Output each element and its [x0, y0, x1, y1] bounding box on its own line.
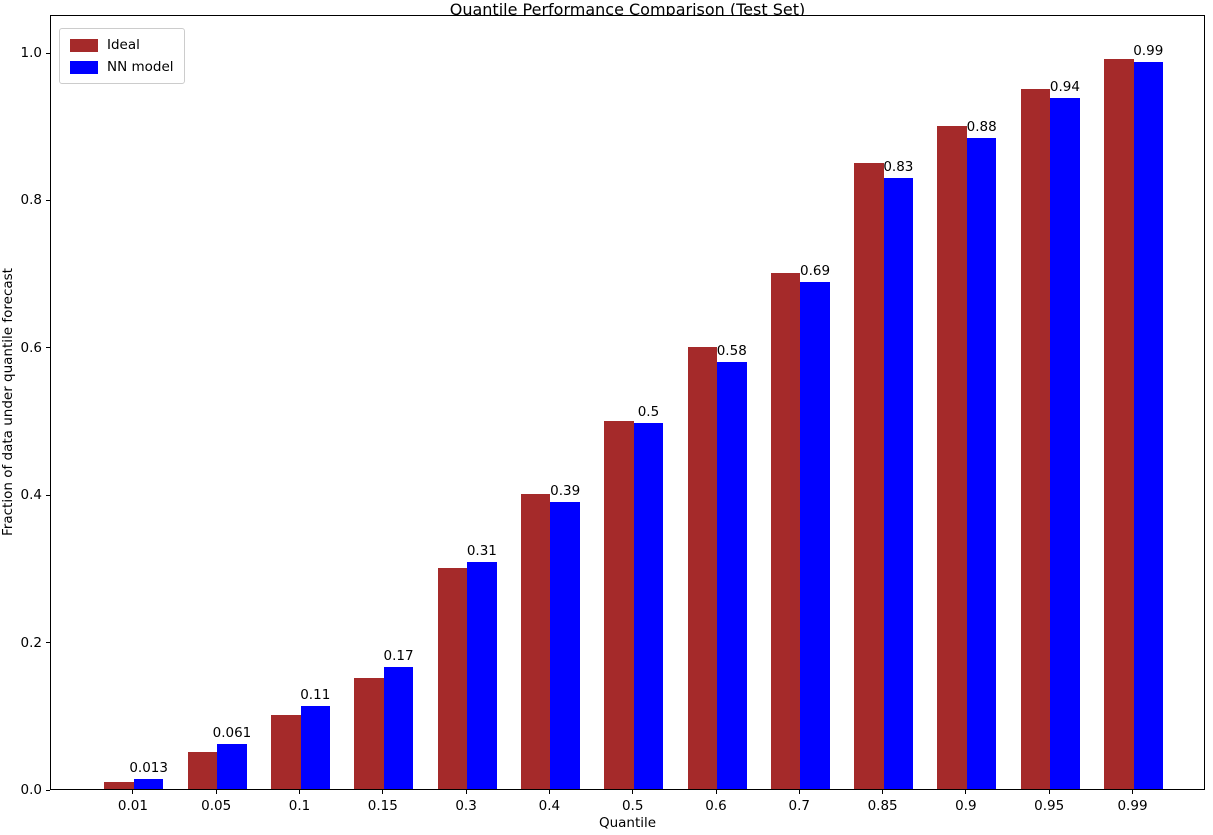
ideal-bar	[271, 715, 301, 789]
bar-value-label: 0.11	[300, 687, 331, 704]
y-tick-mark	[46, 52, 50, 54]
x-tick-mark	[632, 790, 634, 794]
y-axis-label: Fraction of data under quantile forecast	[0, 268, 16, 536]
nn-bar	[800, 281, 830, 789]
nn-model-swatch-icon	[70, 60, 98, 74]
x-tick-mark	[1048, 790, 1050, 794]
legend-item-ideal: Ideal	[70, 37, 174, 53]
x-tick-label: 0.05	[201, 798, 232, 814]
ideal-bar	[520, 494, 551, 789]
x-tick-mark	[382, 790, 384, 794]
y-tick-label: 1.0	[20, 45, 42, 62]
ideal-bar	[187, 752, 218, 789]
bar-value-label: 0.58	[716, 342, 747, 359]
y-tick-mark	[46, 199, 50, 201]
ideal-bar	[604, 420, 634, 789]
bar-value-label: 0.69	[800, 262, 831, 279]
nn-bar	[550, 502, 580, 789]
ideal-bar	[687, 346, 717, 789]
nn-bar	[217, 744, 247, 789]
nn-bar	[1050, 97, 1080, 789]
y-tick-mark	[46, 494, 50, 496]
bar-value-label: 0.39	[550, 483, 581, 500]
x-tick-mark	[1132, 790, 1133, 794]
x-tick-mark	[882, 790, 884, 794]
x-tick-label: 0.9	[955, 798, 977, 814]
x-tick-label: 0.6	[705, 798, 727, 814]
bar-value-label: 0.013	[129, 760, 168, 777]
bar-value-label: 0.061	[212, 725, 252, 742]
ideal-bar	[104, 781, 134, 789]
bar-value-label: 0.31	[466, 543, 497, 560]
ideal-bar	[354, 678, 384, 789]
nn-bar	[383, 666, 414, 789]
nn-bar	[467, 562, 497, 789]
y-tick-mark	[46, 789, 50, 791]
ideal-bar	[1104, 59, 1134, 789]
legend-label-ideal: Ideal	[107, 37, 140, 53]
x-tick-mark	[548, 790, 550, 794]
x-tick-label: 0.5	[621, 798, 644, 814]
x-tick-label: 0.3	[455, 798, 477, 814]
legend-item-nn-model: NN model	[70, 59, 174, 75]
bar-value-label: 0.83	[883, 159, 914, 176]
bar-value-label: 0.5	[637, 403, 660, 420]
bar-value-label: 0.94	[1049, 78, 1080, 95]
x-tick-label: 0.85	[867, 798, 898, 814]
nn-bar	[300, 706, 330, 789]
x-tick-mark	[465, 790, 467, 794]
x-tick-label: 0.7	[788, 798, 811, 814]
x-tick-label: 0.99	[1117, 798, 1148, 814]
y-tick-label: 0.2	[20, 634, 42, 651]
chart-title: Quantile Performance Comparison (Test Se…	[449, 0, 806, 19]
x-axis-label: Quantile	[598, 815, 657, 831]
x-tick-label: 0.1	[288, 798, 311, 814]
ideal-bar	[437, 567, 468, 789]
ideal-bar	[770, 273, 801, 789]
y-tick-mark	[46, 347, 50, 349]
bar-value-label: 0.17	[383, 647, 414, 664]
nn-bar	[966, 137, 997, 789]
bar-value-label: 0.88	[966, 118, 997, 135]
y-tick-label: 0.0	[20, 782, 42, 798]
y-tick-label: 0.4	[20, 487, 42, 504]
x-tick-mark	[715, 790, 717, 794]
legend-label-nn-model: NN model	[107, 59, 174, 75]
x-tick-label: 0.01	[117, 798, 148, 814]
legend: Ideal NN model	[59, 28, 185, 84]
x-tick-mark	[798, 790, 800, 794]
y-tick-mark	[46, 642, 50, 644]
x-tick-mark	[299, 790, 300, 794]
nn-bar	[1133, 61, 1163, 789]
x-tick-label: 0.95	[1034, 798, 1065, 814]
ideal-bar	[1020, 88, 1051, 789]
nn-bar	[633, 422, 664, 789]
x-tick-mark	[965, 790, 967, 794]
plot-area: Ideal NN model 0.013 0.061 0.11 0.17 0.31 0.3…	[50, 15, 1205, 790]
nn-bar	[133, 779, 164, 789]
bar-value-label: 0.99	[1133, 42, 1164, 59]
ideal-swatch-icon	[70, 38, 98, 52]
ideal-bar	[854, 162, 884, 789]
x-tick-label: 0.15	[367, 798, 398, 814]
x-tick-mark	[132, 790, 134, 794]
y-tick-label: 0.8	[20, 192, 42, 209]
x-tick-mark	[215, 790, 217, 794]
nn-bar	[717, 361, 747, 789]
x-tick-label: 0.4	[538, 798, 561, 814]
ideal-bar	[937, 125, 967, 789]
y-tick-label: 0.6	[20, 339, 42, 356]
nn-bar	[883, 178, 914, 789]
